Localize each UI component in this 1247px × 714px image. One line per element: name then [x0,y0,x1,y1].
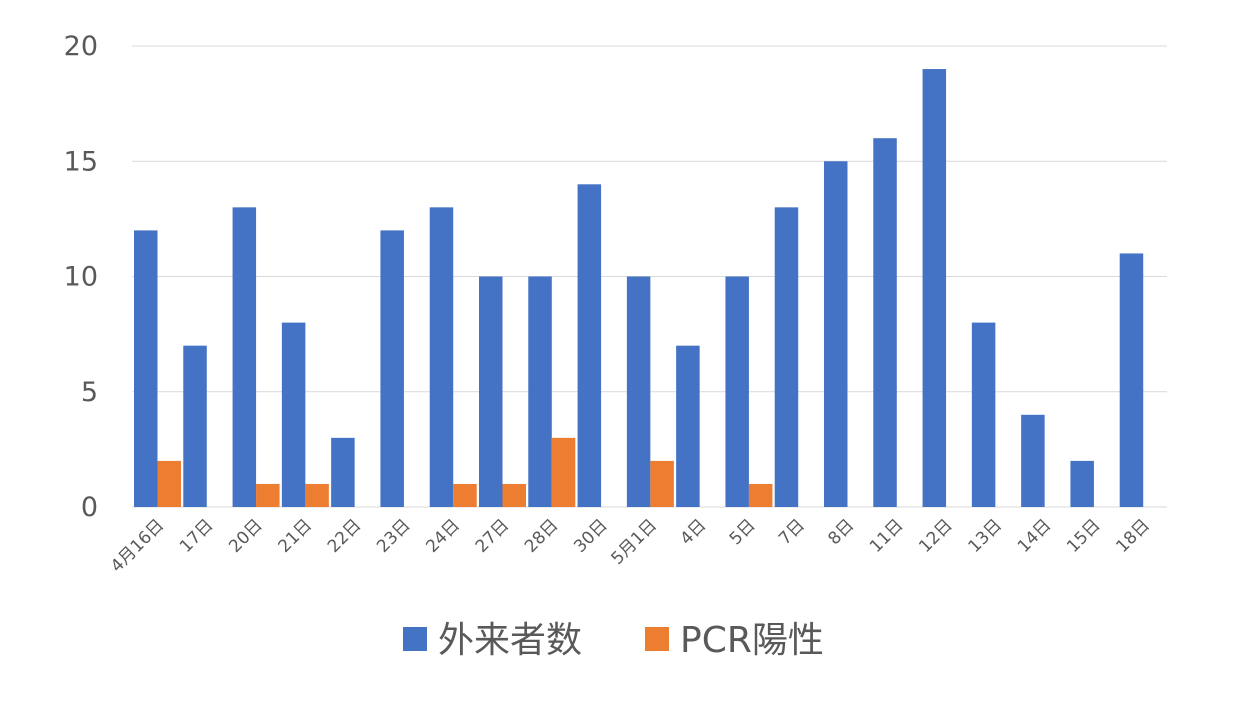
y-tick-label: 0 [81,492,98,523]
bar-pcr-positive [256,483,280,507]
bar-pcr-positive [502,483,526,507]
bar-pcr-positive [551,437,576,507]
bar-visitors [626,276,651,507]
x-tick-label: 24日 [422,515,463,556]
legend-swatch [403,627,427,651]
y-tick-label: 20 [64,31,98,62]
x-tick-label: 5日 [726,515,760,549]
x-tick-label: 27日 [472,515,513,556]
legend-label: 外来者数 [438,620,582,661]
bar-visitors [1021,414,1045,507]
x-tick-label: 22日 [324,515,365,556]
x-tick-label: 23日 [373,515,414,556]
x-tick-label: 4日 [677,515,711,549]
bar-visitors [1119,253,1144,507]
legend: 外来者数 PCR陽性 [403,620,824,661]
y-tick-label: 15 [64,146,98,177]
bar-visitors [183,345,207,507]
x-tick-label: 30日 [570,515,611,556]
x-tick-label: 5月1日 [608,515,661,568]
x-tick-label: 17日 [176,515,217,556]
bars [134,69,1144,508]
bar-visitors [725,276,749,507]
x-tick-label: 7日 [775,515,809,549]
bar-pcr-positive [748,483,773,507]
bar-visitors [429,207,454,507]
bar-visitors [577,184,602,508]
y-axis-ticks: 0 5 10 15 20 [64,31,98,523]
x-tick-label: 20日 [225,515,266,556]
bar-visitors [380,230,404,507]
bar-visitors [971,322,996,507]
x-tick-label: 13日 [965,515,1006,556]
x-tick-label: 11日 [866,515,907,556]
legend-label: PCR陽性 [680,620,824,661]
bar-visitors [331,437,355,507]
bar-pcr-positive [453,483,477,507]
x-tick-label: 15日 [1063,515,1104,556]
bar-visitors [922,69,947,508]
bar-visitors [824,161,848,507]
bar-visitors [1070,460,1094,507]
bar-visitors [676,345,700,507]
x-tick-label: 14日 [1014,515,1055,556]
y-tick-label: 5 [81,377,98,408]
bar-pcr-positive [305,483,329,507]
x-tick-label: 28日 [521,515,562,556]
y-tick-label: 10 [64,262,98,293]
bar-visitors [281,322,306,507]
bar-pcr-positive [650,460,674,507]
x-tick-label: 18日 [1112,515,1153,556]
x-tick-label: 12日 [915,515,956,556]
bar-visitors [774,207,799,507]
bar-pcr-positive [157,460,181,507]
x-tick-label: 21日 [275,515,316,556]
bar-visitors [134,230,158,507]
bar-visitors [528,276,552,507]
bar-visitors [873,138,897,507]
bar-visitors [479,276,503,507]
legend-swatch [645,627,669,651]
bar-visitors [232,207,257,507]
x-tick-label: 8日 [824,515,858,549]
x-tick-label: 4月16日 [107,515,168,576]
